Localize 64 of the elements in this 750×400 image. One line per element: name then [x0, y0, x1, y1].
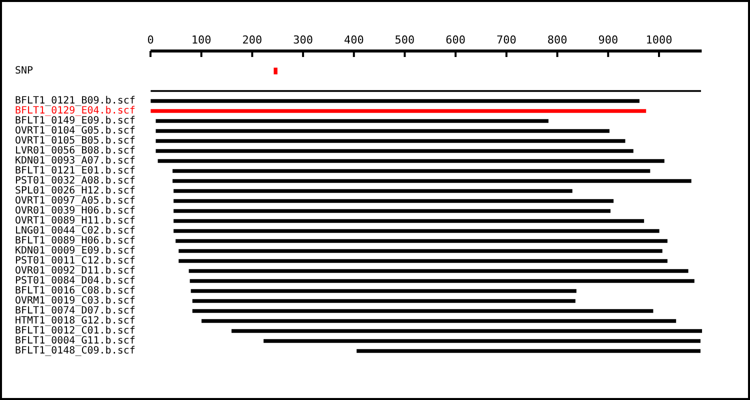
bar [174, 199, 614, 203]
y-tick-label: OVRT1_0097_A05.b.scf [15, 196, 136, 207]
bar [174, 219, 644, 223]
y-tick-label: BFLT1_0089_H06.b.scf [15, 236, 136, 247]
bar [356, 349, 701, 353]
bar [264, 339, 701, 343]
bar [274, 68, 278, 74]
bar [150, 99, 640, 103]
x-tick-label: 500 [394, 33, 415, 46]
y-tick-label: SNP [15, 66, 34, 77]
x-tick-label: 1000 [646, 33, 672, 46]
bar [176, 239, 668, 243]
bar [174, 189, 572, 193]
y-tick-label: BFLT1_0016_C08.b.scf [15, 286, 136, 297]
y-tick-label: PST01_0011_C12.b.scf [15, 256, 136, 267]
bar [190, 289, 576, 293]
bar [156, 129, 610, 133]
bar [190, 279, 694, 283]
x-tick-label: 900 [598, 33, 618, 46]
y-tick-label: PST01_0084_D04.b.scf [15, 276, 136, 287]
x-tick-label: 700 [496, 33, 516, 46]
y-tick-label: BFLT1_0148_C09.b.scf [15, 346, 136, 357]
y-tick-label: OVR01_0039_H06.b.scf [15, 206, 136, 217]
bar [158, 159, 664, 163]
y-tick-label: PST01_0032_A08.b.scf [15, 176, 136, 187]
y-tick-label: KDN01_0093_A07.b.scf [15, 156, 136, 167]
bar [172, 179, 692, 183]
y-tick-label: OVRT1_0104_G05.b.scf [15, 126, 136, 137]
y-tick-label: HTMT1_0018_G12.b.scf [15, 316, 136, 327]
y-tick-label: LNG01_0044_C02.b.scf [15, 226, 136, 237]
bar [156, 139, 626, 143]
bar [178, 249, 662, 253]
y-tick-label: OVR01_0092_D11.b.scf [15, 266, 136, 277]
y-tick-label: BFLT1_0074_D07.b.scf [15, 306, 136, 317]
y-tick-label: BFLT1_0121_E01.b.scf [15, 166, 136, 177]
x-tick-label: 200 [242, 33, 262, 46]
bar [156, 119, 548, 123]
y-tick-label: BFLT1_0012_C01.b.scf [15, 326, 136, 337]
y-tick-label: OVRT1_0105_B05.b.scf [15, 136, 136, 147]
y-tick-label: BFLT1_0121_B09.b.scf [15, 96, 136, 107]
y-tick-label: OVRM1_0019_C03.b.scf [15, 296, 136, 307]
bar [192, 299, 576, 303]
y-tick-label: BFLT1_0004_G11.b.scf [15, 336, 136, 347]
x-tick-label: 300 [293, 33, 313, 46]
x-tick-label: 600 [446, 33, 466, 46]
bar [188, 269, 688, 273]
bar [172, 169, 650, 173]
bar [202, 319, 676, 323]
bar [178, 259, 668, 263]
y-tick-label: BFLT1_0149_E09.b.scf [15, 116, 136, 127]
bar [174, 229, 660, 233]
x-tick-label: 400 [344, 33, 364, 46]
x-tick-label: 100 [191, 33, 212, 46]
y-tick-label: OVRT1_0089_H11.b.scf [15, 216, 136, 227]
bar [174, 209, 611, 213]
bar [192, 309, 654, 313]
bar [232, 329, 702, 333]
bar [156, 149, 634, 153]
x-tick-label: 800 [547, 33, 568, 46]
y-tick-label: BFLT1_0129_E04.b.scf [15, 106, 136, 117]
y-tick-label: LVR01_0056_B08.b.scf [15, 146, 136, 157]
y-tick-label: KDN01_0009_E09.b.scf [15, 246, 136, 257]
y-tick-label: SPL01_0026_H12.b.scf [15, 186, 136, 197]
x-tick-label: 0 [147, 33, 154, 46]
